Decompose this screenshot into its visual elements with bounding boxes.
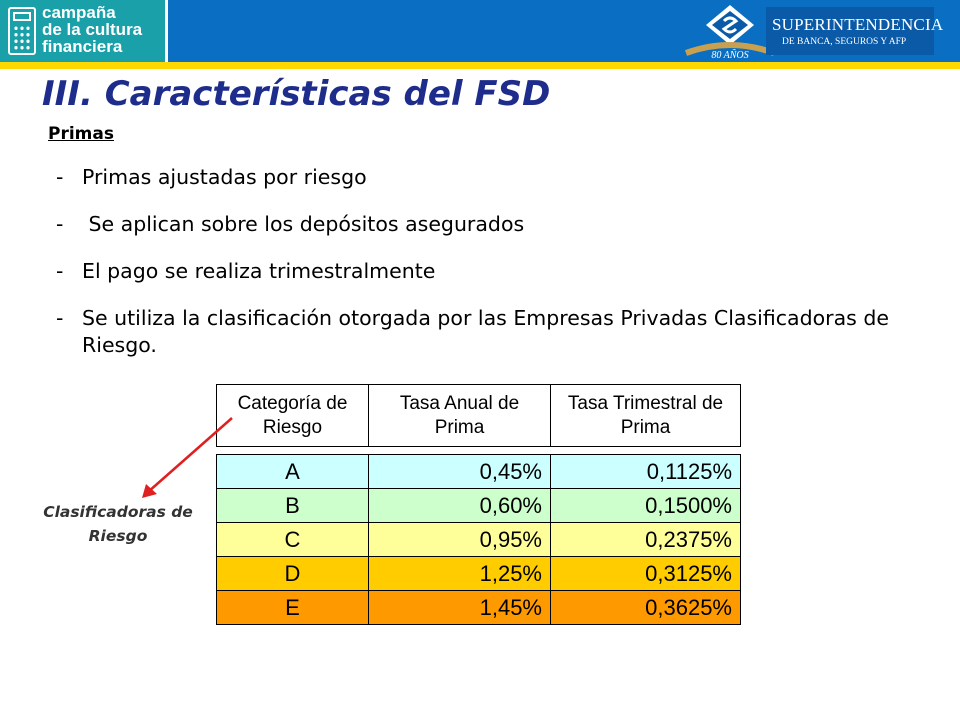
bullet-text: Se aplican sobre los depósitos asegurado… [82, 212, 525, 236]
sbs-name-plate: SUPERINTENDENCIA DE BANCA, SEGUROS Y AFP [766, 7, 943, 55]
table-row: C 0,95% 0,2375% [216, 522, 741, 557]
campaign-text: campaña de la cultura financiera [42, 4, 142, 55]
bullet-item: - Se aplican sobre los depósitos asegura… [50, 211, 910, 238]
anniversary-label: 80 AÑOS [711, 49, 748, 61]
table-row: E 1,45% 0,3625% [216, 590, 741, 625]
header-risk-category: Categoría de Riesgo [216, 384, 369, 447]
category-cell: A [216, 454, 369, 489]
bullet-text: El pago se realiza trimestralmente [82, 259, 436, 283]
table-row: B 0,60% 0,1500% [216, 488, 741, 523]
bullet-text: Primas ajustadas por riesgo [82, 165, 367, 189]
bullet-dash: - [56, 212, 64, 236]
bullet-item: - Se utiliza la clasificación otorgada po… [50, 305, 910, 359]
table-header-row: Categoría de Riesgo Tasa Anual de Prima … [216, 384, 741, 447]
table-row: A 0,45% 0,1125% [216, 454, 741, 489]
sbs-logo: 80 AÑOS SUPERINTENDENCIA DE BANCA, SEGUR… [680, 3, 952, 61]
header-annual-rate: Tasa Anual de Prima [368, 384, 551, 447]
calculator-icon [8, 7, 36, 55]
page-title: III. Características del FSD [42, 74, 551, 114]
campaign-line-1: campaña [42, 3, 116, 22]
bullet-text: Se utiliza la clasificación otorgada por… [82, 306, 889, 357]
bullet-dash: - [56, 259, 64, 283]
quarterly-rate-cell: 0,2375% [550, 522, 741, 557]
annotation-line-2: Riesgo [88, 527, 148, 545]
campaign-line-2: de la cultura [42, 20, 143, 39]
annual-rate-cell: 1,25% [368, 556, 551, 591]
annual-rate-cell: 0,60% [368, 488, 551, 523]
bullet-dash: - [56, 306, 64, 330]
header-accent-stripe [0, 62, 960, 69]
section-subhead: Primas [48, 124, 114, 144]
calculator-screen [13, 12, 31, 21]
header-quarterly-rate: Tasa Trimestral de Prima [550, 384, 741, 447]
quarterly-rate-cell: 0,1125% [550, 454, 741, 489]
bullet-list: - Primas ajustadas por riesgo - Se aplica… [50, 164, 910, 379]
campaign-logo: campaña de la cultura financiera [0, 0, 168, 62]
calculator-keys [13, 25, 31, 51]
annotation-line-1: Clasificadoras de [43, 503, 193, 521]
table-spacer [216, 446, 741, 455]
quarterly-rate-cell: 0,1500% [550, 488, 741, 523]
sbs-name-line-2: DE BANCA, SEGUROS Y AFP [782, 37, 907, 47]
annotation-label: Clasificadoras de Riesgo [20, 500, 216, 548]
premium-rate-table: Categoría de Riesgo Tasa Anual de Prima … [216, 384, 741, 625]
category-cell: B [216, 488, 369, 523]
quarterly-rate-cell: 0,3625% [550, 590, 741, 625]
bullet-item: - El pago se realiza trimestralmente [50, 258, 910, 285]
campaign-line-3: financiera [42, 37, 123, 56]
category-cell: D [216, 556, 369, 591]
category-cell: E [216, 590, 369, 625]
category-cell: C [216, 522, 369, 557]
annual-rate-cell: 1,45% [368, 590, 551, 625]
annual-rate-cell: 0,45% [368, 454, 551, 489]
quarterly-rate-cell: 0,3125% [550, 556, 741, 591]
bullet-dash: - [56, 165, 64, 189]
sbs-emblem-icon: 80 AÑOS [684, 5, 776, 61]
table-row: D 1,25% 0,3125% [216, 556, 741, 591]
bullet-item: - Primas ajustadas por riesgo [50, 164, 910, 191]
annual-rate-cell: 0,95% [368, 522, 551, 557]
sbs-name-line-1: SUPERINTENDENCIA [772, 15, 944, 34]
arrow-head-icon [142, 484, 157, 498]
